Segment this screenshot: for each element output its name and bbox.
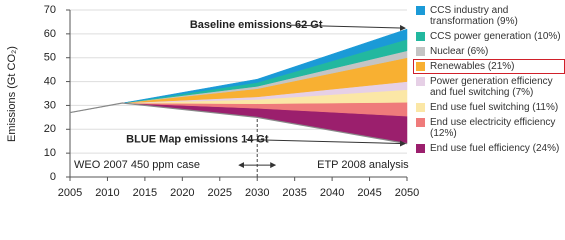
legend-swatch	[416, 32, 425, 41]
y-tick-label: 50	[44, 52, 56, 64]
chart: Emissions (Gt CO₂) 0 10 20 30 40 50 60 70 2005 20…	[6, 4, 565, 199]
annotation-arrow	[290, 24, 406, 31]
y-tick-label: 60	[44, 28, 56, 40]
x-tick-label: 2045	[357, 187, 381, 199]
x-tick-label: 2040	[320, 187, 344, 199]
x-tick-label: 2010	[95, 187, 119, 199]
legend-label: Nuclear (6%)	[430, 46, 489, 57]
legend-swatch	[416, 6, 425, 15]
annotation-arrow	[245, 139, 406, 147]
x-tick-label: 2025	[208, 187, 232, 199]
legend-label: End use fuel efficiency (24%)	[430, 143, 560, 154]
legend-label: CCS industry and transformation (9%)	[430, 5, 518, 27]
legend-item: End use fuel efficiency (24%)	[414, 142, 564, 155]
y-tick-label: 70	[44, 4, 56, 16]
legend-swatch	[416, 77, 425, 86]
legend-label: Renewables (21%)	[430, 61, 515, 72]
legend-label: End use fuel switching (11%)	[430, 102, 559, 113]
x-tick-label: 2050	[395, 187, 419, 199]
legend-item: Power generation efficiency and fuel swi…	[414, 75, 564, 99]
x-tick-label: 2005	[58, 187, 82, 199]
y-axis-title: Emissions (Gt CO₂)	[6, 46, 18, 142]
legend-swatch	[416, 62, 425, 71]
annotation: Baseline emissions 62 Gt	[190, 19, 323, 31]
legend-label: CCS power generation (10%)	[430, 31, 561, 42]
legend-swatch	[416, 47, 425, 56]
y-tick-label: 0	[50, 171, 56, 183]
legend-item: CCS power generation (10%)	[414, 30, 564, 43]
legend-swatch	[416, 118, 425, 127]
y-tick-label: 30	[44, 99, 56, 111]
legend-label: End use electricity efficiency (12%)	[430, 117, 556, 139]
annotation: BLUE Map emissions 14 Gt	[126, 134, 269, 146]
base-line	[69, 102, 408, 145]
annotation: WEO 2007 450 ppm case	[74, 159, 200, 171]
x-tick-label: 2015	[133, 187, 157, 199]
legend-item: Nuclear (6%)	[414, 45, 564, 58]
legend-item: End use electricity efficiency (12%)	[414, 116, 564, 140]
x-tick-label: 2030	[245, 187, 269, 199]
legend-swatch	[416, 103, 425, 112]
legend: CCS industry and transformation (9%) CCS …	[413, 4, 565, 155]
annotation: ETP 2008 analysis	[317, 159, 409, 171]
legend-swatch	[416, 144, 425, 153]
y-tick-label: 10	[44, 147, 56, 159]
y-tick-label: 20	[44, 123, 56, 135]
x-tick-label: 2035	[282, 187, 306, 199]
legend-item: Renewables (21%)	[413, 59, 565, 74]
legend-item: End use fuel switching (11%)	[414, 101, 564, 114]
area	[69, 28, 408, 113]
legend-item: CCS industry and transformation (9%)	[414, 4, 564, 28]
legend-label: Power generation efficiency and fuel swi…	[430, 76, 553, 98]
y-tick-label: 40	[44, 75, 56, 87]
x-tick-label: 2020	[170, 187, 194, 199]
